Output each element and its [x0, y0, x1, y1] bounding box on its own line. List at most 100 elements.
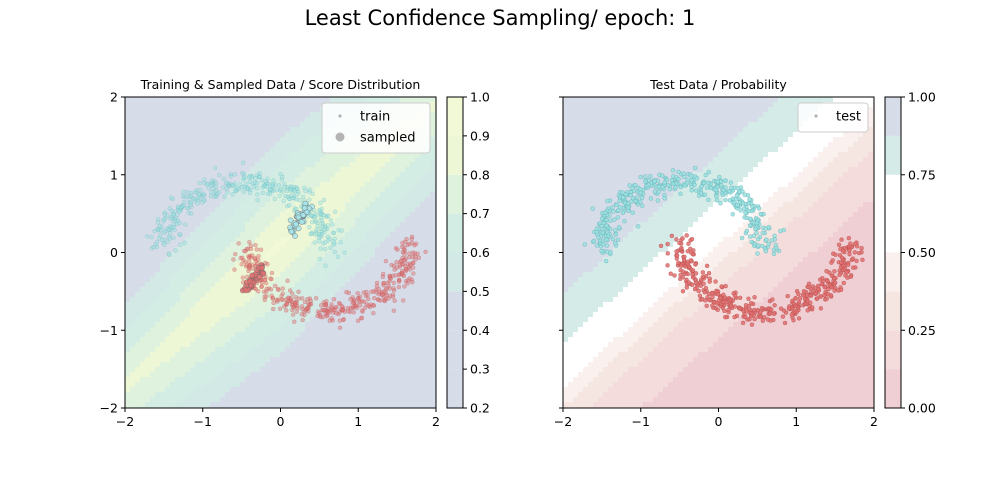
data-point	[378, 298, 383, 303]
contour-cell	[245, 292, 251, 298]
contour-cell	[310, 302, 316, 308]
contour-cell	[425, 257, 431, 263]
contour-cell	[220, 367, 226, 373]
contour-cell	[195, 212, 201, 218]
contour-cell	[415, 297, 421, 303]
contour-cell	[205, 342, 211, 348]
sampled-point	[259, 265, 265, 271]
contour-cell	[245, 377, 251, 383]
contour-cell	[340, 297, 346, 303]
contour-cell	[260, 187, 266, 193]
contour-cell	[175, 207, 181, 213]
contour-cell	[385, 192, 391, 198]
contour-cell	[175, 337, 181, 343]
contour-cell	[290, 272, 296, 278]
contour-cell	[265, 362, 271, 368]
data-point	[217, 190, 222, 195]
contour-cell	[400, 287, 406, 293]
contour-cell	[325, 222, 331, 228]
contour-cell	[568, 122, 574, 128]
contour-cell	[568, 302, 574, 308]
contour-cell	[255, 282, 261, 288]
contour-cell	[300, 117, 306, 123]
contour-cell	[310, 162, 316, 168]
contour-cell	[290, 117, 296, 123]
contour-cell	[425, 362, 431, 368]
contour-cell	[370, 277, 376, 283]
colorbar-band	[447, 252, 463, 292]
contour-cell	[305, 352, 311, 358]
contour-cell	[265, 372, 271, 378]
contour-cell	[380, 327, 386, 333]
contour-cell	[195, 357, 201, 363]
contour-cell	[310, 112, 316, 118]
contour-cell	[430, 377, 436, 383]
contour-cell	[360, 232, 366, 238]
contour-cell	[350, 392, 356, 398]
contour-cell	[235, 172, 241, 178]
data-point	[412, 251, 418, 256]
contour-cell	[410, 207, 416, 213]
contour-cell	[305, 177, 311, 183]
contour-cell	[250, 257, 256, 263]
data-point	[335, 254, 341, 259]
contour-cell	[305, 327, 311, 333]
contour-cell	[125, 257, 131, 263]
contour-cell	[345, 197, 351, 203]
contour-cell	[140, 182, 146, 188]
contour-cell	[410, 217, 416, 223]
contour-cell	[155, 167, 161, 173]
contour-cell	[330, 312, 336, 318]
contour-cell	[185, 357, 191, 363]
contour-cell	[165, 172, 171, 178]
contour-cell	[390, 387, 396, 393]
data-point	[171, 212, 176, 217]
data-point	[347, 309, 353, 315]
contour-cell	[145, 262, 151, 268]
contour-cell	[210, 97, 216, 103]
data-point	[416, 255, 422, 261]
data-point	[254, 247, 260, 252]
contour-cell	[225, 237, 231, 243]
data-point	[371, 289, 376, 294]
contour-cell	[415, 347, 421, 353]
contour-cell	[305, 282, 311, 288]
contour-cell	[355, 387, 361, 393]
data-point	[323, 302, 329, 307]
contour-cell	[320, 357, 326, 363]
contour-cell	[390, 392, 396, 398]
contour-cell	[310, 312, 316, 318]
contour-cell	[340, 182, 346, 188]
contour-cell	[245, 322, 251, 328]
contour-cell	[180, 227, 186, 233]
contour-cell	[325, 197, 331, 203]
contour-cell	[230, 142, 236, 148]
contour-cell	[275, 347, 281, 353]
contour-cell	[135, 147, 141, 153]
contour-cell	[170, 257, 176, 263]
contour-cell	[425, 272, 431, 278]
contour-cell	[350, 317, 356, 323]
contour-cell	[235, 202, 241, 208]
contour-cell	[315, 117, 321, 123]
contour-cell	[395, 172, 401, 178]
contour-cell	[180, 332, 186, 338]
contour-cell	[563, 237, 569, 243]
contour-cell	[345, 267, 351, 273]
contour-cell	[190, 347, 196, 353]
contour-cell	[200, 367, 206, 373]
data-point	[272, 283, 278, 289]
data-point	[406, 265, 411, 270]
data-point	[161, 219, 166, 224]
data-point	[295, 303, 300, 309]
contour-cell	[260, 257, 266, 263]
contour-cell	[215, 117, 221, 123]
contour-cell	[300, 102, 306, 108]
contour-cell	[295, 207, 301, 213]
data-point	[213, 194, 219, 200]
data-point	[244, 262, 249, 267]
contour-cell	[375, 302, 381, 308]
colorbar-band	[447, 97, 463, 136]
contour-cell	[400, 242, 406, 248]
contour-cell	[180, 242, 186, 248]
